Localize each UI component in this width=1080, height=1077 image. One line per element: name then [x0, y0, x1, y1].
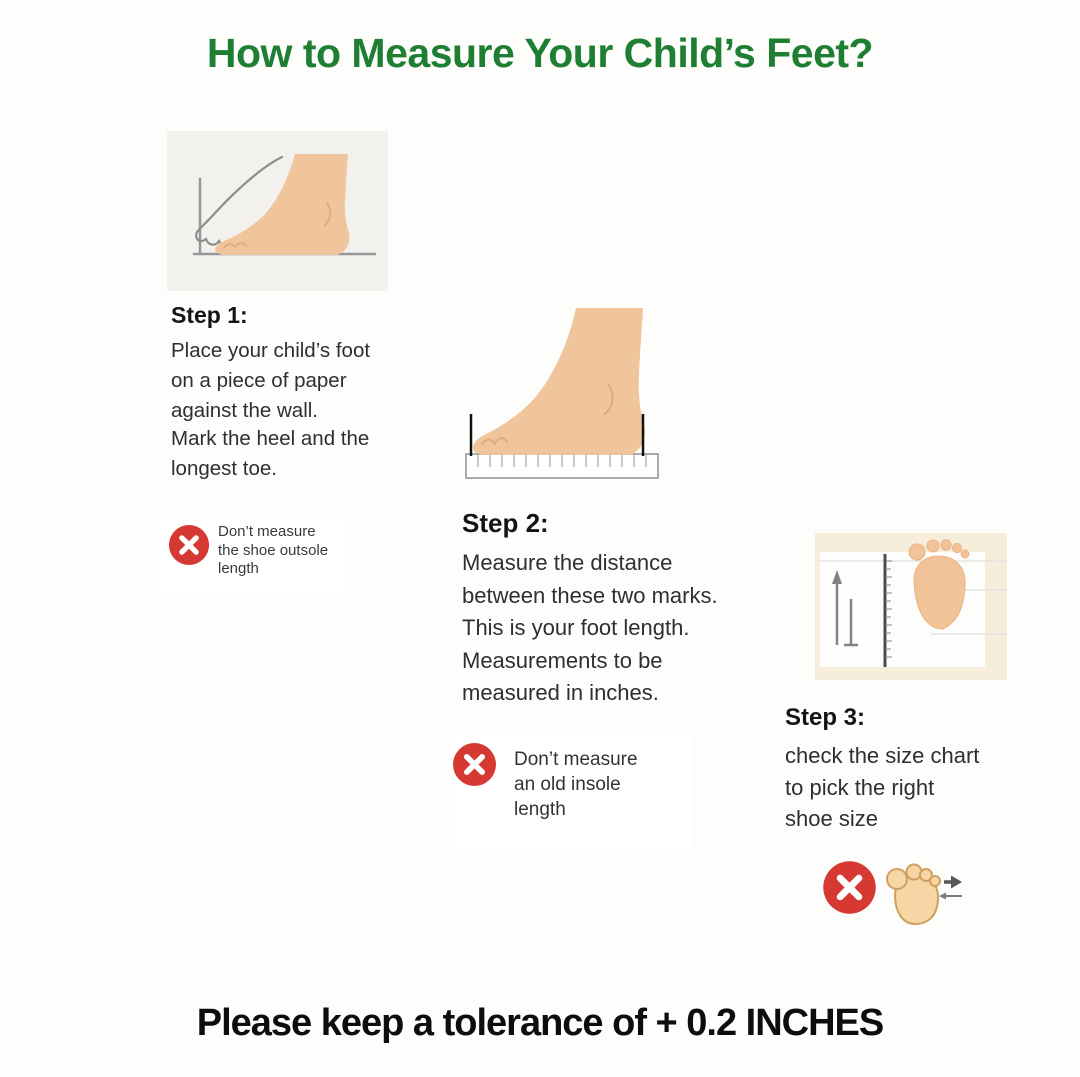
foot-toe-gap-arrows-icon: [884, 858, 964, 928]
text-line: Measure the distance: [462, 550, 673, 575]
text-line: against the wall.: [171, 399, 319, 422]
text-line: length: [514, 799, 566, 820]
step-2-warning-box: [455, 733, 692, 850]
text-line: Place your child’s foot: [171, 339, 371, 362]
text-line: length: [218, 560, 259, 577]
foot-against-wall-icon: [192, 154, 377, 256]
foot-on-ruler-icon: [465, 308, 659, 479]
text-line: shoe size: [785, 806, 878, 831]
step-3-heading: Step 3:: [785, 704, 866, 731]
text-line: Mark the heel and the: [171, 427, 370, 450]
step-1-instruction-2: Mark the heel and the longest toe.: [171, 424, 369, 484]
text-line: to pick the right: [785, 774, 935, 800]
foot-on-ruler-illustration: [460, 306, 665, 484]
step-3-instruction: check the size chart to pick the right s…: [785, 740, 979, 835]
foot-against-wall-illustration: [167, 131, 388, 291]
text-line: between these two marks.: [462, 582, 718, 608]
step-2-instruction: Measure the distance between these two m…: [462, 547, 718, 710]
dont-x-circle-icon: [822, 860, 877, 915]
text-line: on a piece of paper: [171, 369, 347, 392]
foot-measuring-board-icon: [815, 533, 1007, 680]
text-line: Don’t measure: [218, 523, 316, 540]
step-1-warning-text: Don’t measure the shoe outsole length: [218, 523, 328, 579]
step-2-warning-text: Don’t measure an old insole length: [514, 747, 638, 822]
text-line: measured in inches.: [462, 680, 659, 705]
text-line: Measurements to be: [462, 647, 663, 673]
text-line: longest toe.: [171, 457, 277, 480]
text-line: Don’t measure: [514, 749, 638, 770]
dont-x-circle-icon: [452, 742, 497, 787]
tolerance-footer-note: Please keep a tolerance of + 0.2 INCHES: [196, 1002, 885, 1044]
text-line: the shoe outsole: [218, 541, 329, 559]
step-1-heading: Step 1:: [171, 302, 248, 328]
text-line: This is your foot length.: [462, 615, 690, 640]
text-line: an old insole: [514, 774, 621, 795]
step-1-instruction-1: Place your child’s foot on a piece of pa…: [171, 336, 370, 426]
text-line: check the size chart: [785, 743, 980, 768]
step-2-heading: Step 2:: [462, 508, 549, 538]
foot-measuring-board-illustration: [815, 533, 1007, 680]
dont-x-circle-icon: [168, 524, 210, 566]
page-title: How to Measure Your Child’s Feet?: [206, 30, 874, 76]
